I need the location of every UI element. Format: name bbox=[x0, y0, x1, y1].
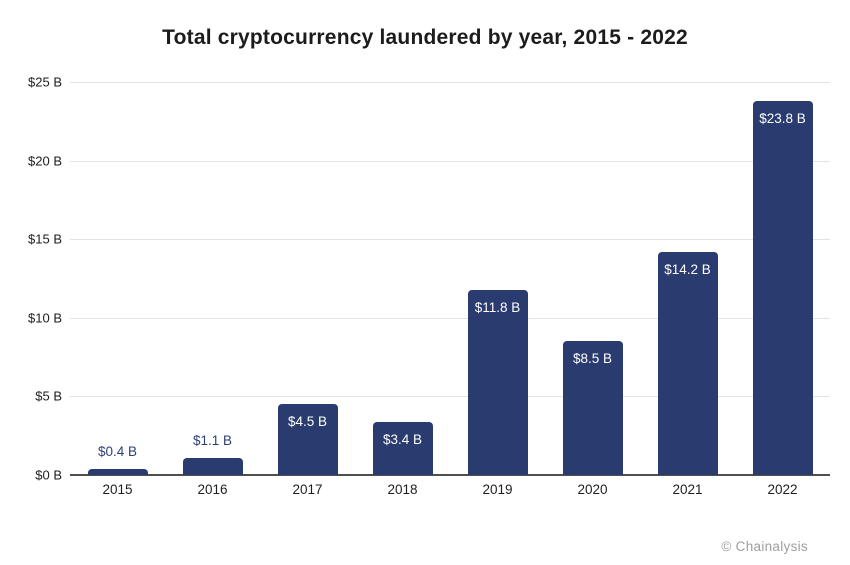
bar-value-label: $4.5 B bbox=[287, 414, 328, 430]
y-tick-label: $10 B bbox=[28, 310, 62, 326]
y-tick-label: $20 B bbox=[28, 153, 62, 169]
bar-column-2018: $3.4 B bbox=[355, 82, 450, 475]
bar-value-label: $3.4 B bbox=[382, 431, 423, 447]
gridline bbox=[70, 317, 830, 319]
bar-value-label: $11.8 B bbox=[474, 299, 521, 315]
x-axis: 2015 2016 2017 2018 2019 2020 2021 2022 bbox=[70, 482, 830, 502]
y-tick-label: $0 B bbox=[35, 467, 62, 483]
bar-2021 bbox=[657, 251, 718, 475]
x-tick-label-2019: 2019 bbox=[482, 482, 513, 497]
bar-column-2019: $11.8 B bbox=[450, 82, 545, 475]
bar-value-label: $8.5 B bbox=[572, 351, 613, 367]
y-tick-label: $5 B bbox=[35, 388, 62, 404]
x-axis-line bbox=[70, 474, 830, 476]
gridline bbox=[70, 160, 830, 162]
bar-2015 bbox=[87, 468, 148, 475]
bar-2018 bbox=[372, 421, 433, 475]
bar-value-label: $14.2 B bbox=[664, 261, 711, 277]
gridline bbox=[70, 239, 830, 241]
bar-2019 bbox=[467, 289, 528, 475]
x-tick-label-2021: 2021 bbox=[672, 482, 703, 497]
bar-2022 bbox=[752, 100, 813, 475]
bar-column-2020: $8.5 B bbox=[545, 82, 640, 475]
x-tick-label-2016: 2016 bbox=[197, 482, 228, 497]
x-tick-label-2018: 2018 bbox=[387, 482, 418, 497]
bar-column-2022: $23.8 B bbox=[735, 82, 830, 475]
x-tick-label-2017: 2017 bbox=[292, 482, 323, 497]
bar-value-label: $0.4 B bbox=[97, 443, 138, 459]
bar-column-2017: $4.5 B bbox=[260, 82, 355, 475]
bar-2016 bbox=[182, 457, 243, 475]
bar-column-2015: $0.4 B bbox=[70, 82, 165, 475]
bar-2020 bbox=[562, 341, 623, 475]
bar-value-label: $1.1 B bbox=[192, 432, 233, 448]
y-tick-label: $15 B bbox=[28, 231, 62, 247]
chart-title: Total cryptocurrency laundered by year, … bbox=[162, 26, 688, 49]
y-tick-label: $25 B bbox=[28, 74, 62, 90]
bar-column-2021: $14.2 B bbox=[640, 82, 735, 475]
gridline bbox=[70, 396, 830, 398]
bar-column-2016: $1.1 B bbox=[165, 82, 260, 475]
bar-2017 bbox=[277, 404, 338, 475]
gridline bbox=[70, 82, 830, 83]
plot-area: $0.4 B $1.1 B $4.5 B $3.4 B $11.8 B $8.5 B $14… bbox=[70, 82, 830, 476]
bar-value-label: $23.8 B bbox=[759, 110, 806, 126]
x-tick-label-2020: 2020 bbox=[577, 482, 608, 497]
attribution-text: © Chainalysis bbox=[721, 539, 808, 554]
x-tick-label-2015: 2015 bbox=[102, 482, 133, 497]
y-axis: $0 B $5 B $10 B $15 B $20 B $25 B bbox=[0, 75, 62, 483]
x-tick-label-2022: 2022 bbox=[767, 482, 798, 497]
